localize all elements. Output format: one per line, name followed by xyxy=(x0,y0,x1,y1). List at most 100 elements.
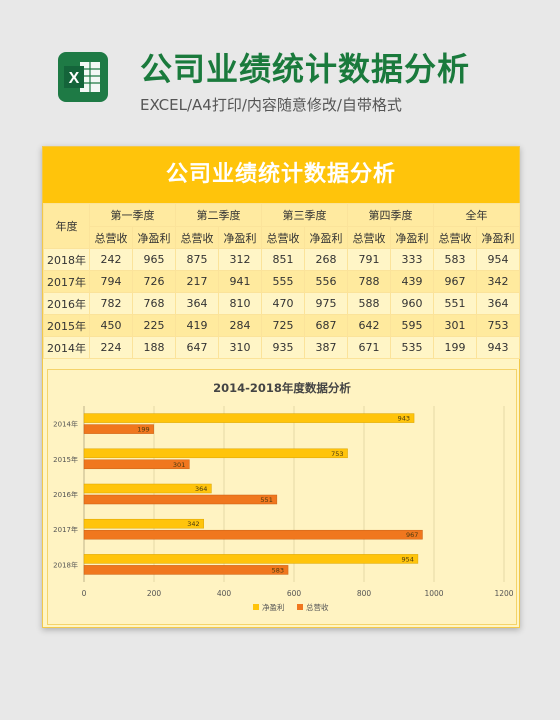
year-cell: 2015年 xyxy=(43,314,90,337)
table-cell: 753 xyxy=(476,314,520,337)
data-label: 943 xyxy=(398,415,410,423)
table-cell: 312 xyxy=(218,248,262,271)
performance-table: 年度 第一季度 第二季度 第三季度 第四季度 全年 总营收 净盈利 总营收 净盈… xyxy=(43,203,520,359)
bar xyxy=(83,448,348,459)
table-cell: 788 xyxy=(347,270,391,293)
x-tick-label: 800 xyxy=(357,589,372,598)
data-label: 967 xyxy=(406,531,418,539)
table-cell: 450 xyxy=(89,314,133,337)
table-cell: 588 xyxy=(347,292,391,315)
chart-panel: 2014-2018年度数据分析 0 200 400 600 800 1000 1200 201… xyxy=(47,369,517,625)
sub-header: 总营收 xyxy=(433,226,477,249)
sheet-banner-title: 公司业绩统计数据分析 xyxy=(43,147,519,203)
x-tick-label: 200 xyxy=(147,589,162,598)
table-cell: 725 xyxy=(261,314,305,337)
bar xyxy=(83,529,423,540)
bar xyxy=(83,459,190,470)
year-cell: 2017年 xyxy=(43,270,90,293)
table-cell: 975 xyxy=(304,292,348,315)
y-tick-label: 2015年 xyxy=(53,455,78,464)
table-cell: 782 xyxy=(89,292,133,315)
chart-title: 2014-2018年度数据分析 xyxy=(213,381,351,395)
sub-header: 总营收 xyxy=(261,226,305,249)
table-cell: 935 xyxy=(261,336,305,359)
sub-header: 净盈利 xyxy=(218,226,262,249)
group-header: 第一季度 xyxy=(89,203,176,227)
bar xyxy=(83,565,289,575)
bar-chart: 0 200 400 600 800 1000 1200 2014年 943 199 2015年 753… xyxy=(53,406,514,612)
table-cell: 687 xyxy=(304,314,348,337)
table-cell: 470 xyxy=(261,292,305,315)
bar xyxy=(83,518,204,529)
table-cell: 875 xyxy=(175,248,219,271)
table-cell: 647 xyxy=(175,336,219,359)
table-row: 2015年 450 225 419 284 725 687 642 595 30… xyxy=(43,314,520,337)
table-cell: 768 xyxy=(132,292,176,315)
year-cell: 2018年 xyxy=(43,248,90,271)
table-cell: 960 xyxy=(390,292,434,315)
sub-header: 总营收 xyxy=(347,226,391,249)
excel-icon: X xyxy=(58,52,108,102)
table-cell: 439 xyxy=(390,270,434,293)
table-cell: 242 xyxy=(89,248,133,271)
group-header: 全年 xyxy=(433,203,520,227)
y-tick-label: 2014年 xyxy=(53,420,78,429)
table-cell: 217 xyxy=(175,270,219,293)
bar xyxy=(83,554,419,564)
sub-header: 净盈利 xyxy=(304,226,348,249)
y-tick-label: 2018年 xyxy=(53,560,78,569)
table-cell: 794 xyxy=(89,270,133,293)
legend-swatch xyxy=(253,604,259,610)
table-cell: 941 xyxy=(218,270,262,293)
table-cell: 791 xyxy=(347,248,391,271)
table-cell: 364 xyxy=(476,292,520,315)
sub-header: 净盈利 xyxy=(390,226,434,249)
data-label: 753 xyxy=(331,450,343,458)
table-cell: 199 xyxy=(433,336,477,359)
sub-header: 总营收 xyxy=(89,226,133,249)
data-label: 364 xyxy=(195,485,207,493)
group-header: 第四季度 xyxy=(347,203,434,227)
table-cell: 364 xyxy=(175,292,219,315)
table-cell: 810 xyxy=(218,292,262,315)
bar xyxy=(83,424,154,434)
table-cell: 268 xyxy=(304,248,348,271)
table-cell: 556 xyxy=(304,270,348,293)
table-cell: 967 xyxy=(433,270,477,293)
table-row: 2017年 794 726 217 941 555 556 788 439 96… xyxy=(43,270,520,293)
sub-header: 总营收 xyxy=(175,226,219,249)
table-cell: 954 xyxy=(476,248,520,271)
y-tick-label: 2017年 xyxy=(53,525,78,534)
data-label: 342 xyxy=(187,520,199,528)
bar xyxy=(83,413,415,423)
spreadsheet-preview: 公司业绩统计数据分析 年度 第一季度 第二季度 第三季度 第四季度 全年 总营收… xyxy=(42,146,520,628)
table-cell: 310 xyxy=(218,336,262,359)
x-tick-label: 0 xyxy=(82,589,87,598)
legend-label: 总营收 xyxy=(306,602,329,612)
table-cell: 595 xyxy=(390,314,434,337)
data-label: 301 xyxy=(173,461,185,469)
data-label: 583 xyxy=(272,566,284,574)
table-cell: 642 xyxy=(347,314,391,337)
table-cell: 583 xyxy=(433,248,477,271)
bar xyxy=(83,483,212,494)
table-row: 2016年 782 768 364 810 470 975 588 960 55… xyxy=(43,292,520,315)
table-cell: 188 xyxy=(132,336,176,359)
page-subtitle: EXCEL/A4打印/内容随意修改/自带格式 xyxy=(140,96,402,114)
table-row: 2018年 242 965 875 312 851 268 791 333 58… xyxy=(43,248,520,271)
year-cell: 2016年 xyxy=(43,292,90,315)
table-cell: 555 xyxy=(261,270,305,293)
legend-label: 净盈利 xyxy=(262,602,285,612)
table-cell: 726 xyxy=(132,270,176,293)
x-tick-label: 1200 xyxy=(494,589,513,598)
x-tick-label: 600 xyxy=(287,589,302,598)
table-cell: 224 xyxy=(89,336,133,359)
bar xyxy=(83,494,278,505)
sub-header: 净盈利 xyxy=(132,226,176,249)
table-cell: 535 xyxy=(390,336,434,359)
page-title: 公司业绩统计数据分析 xyxy=(140,50,471,88)
data-label: 954 xyxy=(401,555,413,563)
table-cell: 419 xyxy=(175,314,219,337)
table-cell: 387 xyxy=(304,336,348,359)
table-cell: 851 xyxy=(261,248,305,271)
